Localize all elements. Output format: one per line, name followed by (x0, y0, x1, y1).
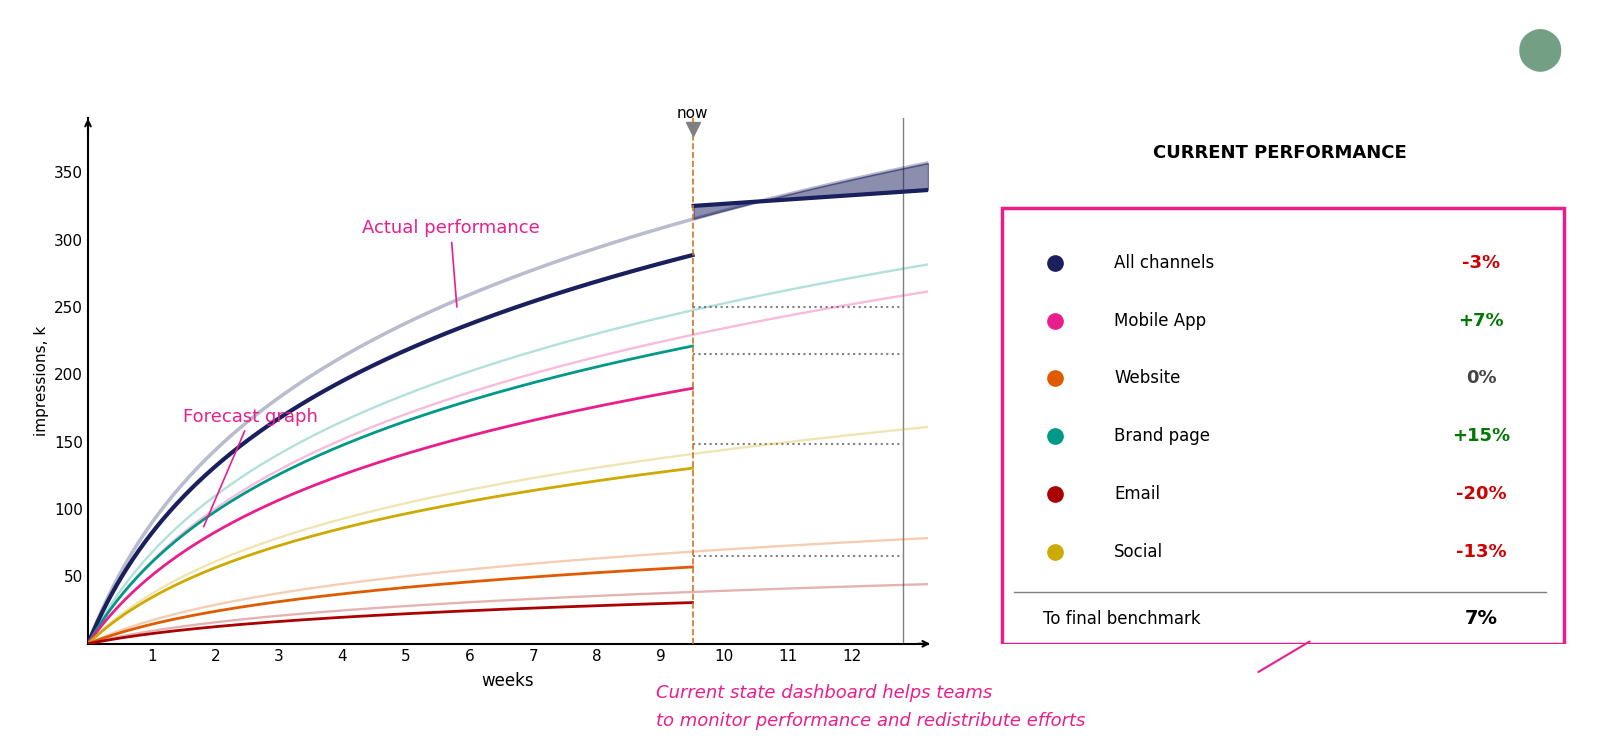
Text: -13%: -13% (1456, 543, 1507, 561)
Text: -20%: -20% (1456, 485, 1507, 503)
Text: All channels: All channels (1114, 254, 1214, 272)
Text: 7%: 7% (1464, 609, 1498, 628)
Text: Actual performance: Actual performance (362, 219, 539, 307)
Text: +15%: +15% (1453, 427, 1510, 445)
Text: Current state dashboard helps teams
to monitor performance and redistribute effo: Current state dashboard helps teams to m… (656, 684, 1085, 730)
Y-axis label: impressions, k: impressions, k (34, 326, 48, 436)
Text: To final benchmark: To final benchmark (1043, 610, 1202, 628)
Text: Social: Social (1114, 543, 1163, 561)
Text: Brand page: Brand page (1114, 427, 1210, 445)
FancyBboxPatch shape (1002, 208, 1565, 644)
Text: Running total impressions by channel vs plan: Running total impressions by channel vs … (19, 41, 802, 70)
Text: Website: Website (1114, 369, 1181, 388)
Text: +7%: +7% (1459, 312, 1504, 330)
Text: ⬤: ⬤ (1517, 29, 1563, 71)
X-axis label: weeks: weeks (482, 672, 534, 690)
Text: CURRENT PERFORMANCE: CURRENT PERFORMANCE (1154, 144, 1406, 161)
Text: Mobile App: Mobile App (1114, 312, 1206, 330)
Text: 0%: 0% (1466, 369, 1496, 388)
Text: Email: Email (1114, 485, 1160, 503)
Text: -3%: -3% (1462, 254, 1501, 272)
Text: Forecast graph: Forecast graph (184, 408, 318, 527)
Text: now: now (677, 106, 709, 121)
